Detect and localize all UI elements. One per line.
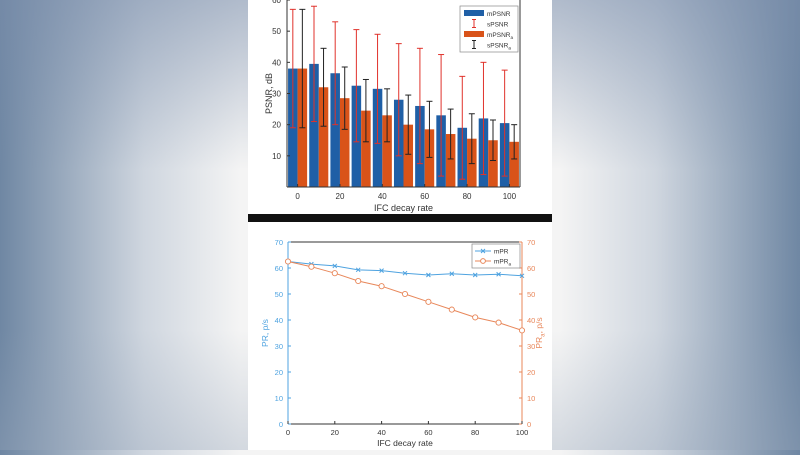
left-y-tick-label: 20	[275, 368, 283, 377]
point-mpr-a	[331, 270, 338, 277]
point-mpr-a	[472, 314, 479, 321]
x-tick-label: 0	[286, 428, 290, 437]
x-tick-label: 0	[295, 192, 300, 201]
left-y-tick-label: 0	[279, 420, 283, 429]
right-y-tick-label: 30	[527, 342, 535, 351]
point-mpr	[472, 272, 478, 278]
y-tick-label: 50	[272, 27, 281, 36]
point-mpr-a	[448, 306, 455, 313]
bar-mpsnr	[330, 73, 340, 187]
legend-marker-x	[480, 248, 486, 254]
right-y-tick-label: 60	[527, 264, 535, 273]
marker-x	[496, 271, 501, 277]
point-mpr-a	[355, 277, 362, 285]
point-mpr-a	[308, 263, 315, 270]
point-mpr	[496, 271, 501, 277]
point-mpr	[449, 271, 455, 277]
x-tick-label: 20	[336, 192, 345, 201]
right-y-tick-label: 20	[527, 368, 535, 377]
y-tick-label: 40	[272, 58, 281, 67]
x-tick-label: 20	[331, 428, 339, 437]
y-tick-label: 60	[272, 0, 281, 5]
point-mpr-a	[284, 258, 292, 265]
point-mpr-a	[425, 298, 432, 305]
bar-mpsnr-a	[361, 110, 371, 187]
point-mpr	[426, 272, 431, 278]
y-tick-label: 10	[272, 152, 281, 161]
marker-x	[449, 271, 455, 277]
right-y-tick-label: 40	[527, 316, 535, 325]
right-y-tick-label: 0	[527, 420, 531, 429]
left-y-tick-label: 50	[275, 290, 283, 299]
x-tick-label: 60	[420, 192, 429, 201]
y-axis-label: PSNR, dB	[264, 73, 274, 114]
left-y-tick-label: 60	[275, 264, 283, 273]
left-y-axis-label: PR, p/s	[260, 319, 270, 347]
x-tick-label: 80	[471, 428, 479, 437]
bar-mpsnr-a	[488, 140, 498, 187]
marker-x	[426, 272, 431, 278]
bar-mpsnr	[309, 63, 319, 188]
legend-marker-o	[480, 258, 486, 264]
right-y-axis-label: PRa, p/s	[534, 317, 547, 348]
point-mpr-a	[495, 319, 502, 326]
x-tick-label: 80	[463, 192, 472, 201]
y-tick-label: 30	[272, 90, 281, 99]
bar-mpsnr-a	[382, 115, 392, 187]
marker-x	[402, 270, 408, 276]
legend-label-2: mPSNRa	[487, 32, 513, 40]
marker-x	[472, 272, 478, 278]
x-tick-label: 40	[377, 428, 385, 437]
bar-mpsnr-a	[318, 87, 329, 187]
legend-label-0: mPSNR	[487, 11, 511, 18]
point-mpr-a	[378, 283, 385, 290]
legend-box	[471, 243, 521, 269]
legend-label-1: mPRa	[494, 259, 511, 267]
point-mpr-a	[518, 327, 526, 334]
bar-mpsnr-a	[403, 124, 414, 187]
left-y-tick-label: 10	[275, 394, 283, 403]
point-mpr	[519, 273, 525, 279]
right-y-tick-label: 10	[527, 394, 535, 403]
marker-x	[379, 268, 384, 273]
legend-label-1: sPSNR	[487, 22, 509, 29]
left-y-tick-label: 30	[275, 342, 283, 351]
bar-mpsnr-a	[445, 134, 456, 187]
y-tick-label: 20	[272, 121, 281, 130]
marker-x	[355, 267, 361, 273]
bar-mpsnr-a	[509, 141, 519, 187]
point-mpr	[332, 263, 338, 269]
psnr-bar-chart-panel: 10 20 30 40 50 60 0 20 40 60 80 100 IFC decay rate PS…	[248, 0, 552, 214]
right-y-tick-label: 70	[527, 238, 535, 247]
left-y-tick-label: 70	[275, 238, 283, 247]
legend-swatch-mpsnr	[464, 10, 484, 16]
point-mpr	[355, 267, 361, 273]
point-mpr	[402, 270, 408, 276]
pr-line-chart-panel: 0 0 10 10 20 20 30 30 40 40 50 50 60 60 70 70 0 20 40 60 80 1…	[248, 222, 552, 450]
legend-label-0: mPR	[494, 249, 509, 256]
bar-mpsnr-a	[339, 98, 350, 187]
legend-swatch-mpsnr-a	[464, 31, 484, 37]
marker-x	[519, 273, 525, 279]
right-y-tick-label: 50	[527, 290, 535, 299]
bar-mpsnr-a	[424, 129, 435, 187]
x-axis-label: IFC decay rate	[374, 203, 433, 213]
x-tick-label: 40	[378, 192, 387, 201]
x-tick-label: 100	[503, 192, 517, 201]
legend-label-3: sPSNRa	[487, 43, 511, 51]
x-tick-label: 100	[516, 428, 529, 437]
marker-x	[332, 263, 338, 269]
psnr-bar-chart: 10 20 30 40 50 60 0 20 40 60 80 100 IFC decay rate PS…	[264, 0, 521, 213]
point-mpr	[379, 268, 384, 273]
x-axis-label: IFC decay rate	[377, 438, 433, 448]
x-tick-label: 60	[424, 428, 432, 437]
panel-divider	[248, 214, 552, 222]
point-mpr-a	[401, 290, 409, 298]
left-y-tick-label: 40	[275, 316, 283, 325]
